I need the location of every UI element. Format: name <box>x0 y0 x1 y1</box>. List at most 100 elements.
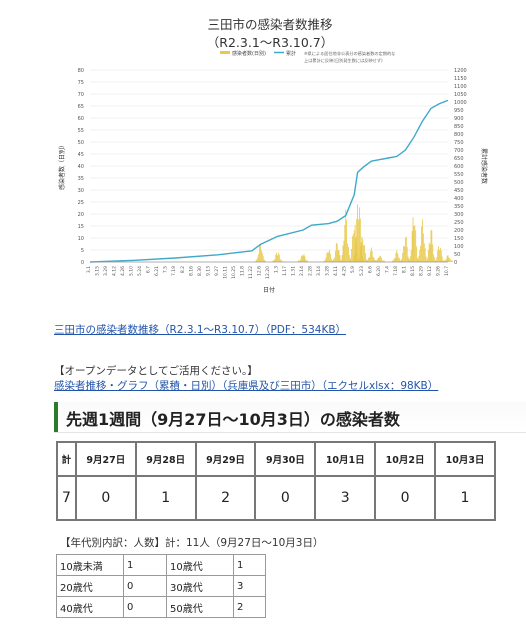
pdf-link[interactable]: 三田市の感染者数推移（R2.3.1～R3.10.7）（PDF：534KB） <box>54 324 347 336</box>
x-tick-label: 4.12 <box>112 266 118 276</box>
right-tick-label: 50 <box>454 252 460 258</box>
right-tick-label: 1200 <box>454 68 467 74</box>
section-title: 先週1週間（9月27日～10月3日）の感染者数 <box>66 410 400 429</box>
age-count: 1 <box>123 554 167 576</box>
x-tick-label: 5.24 <box>137 266 143 276</box>
x-tick-label: 3.29 <box>103 266 109 276</box>
right-tick-label: 500 <box>454 180 464 186</box>
age-label: 10歳未満 <box>56 554 124 576</box>
value-cell: 0 <box>374 475 437 521</box>
header-cell: 9月28日 <box>134 441 197 477</box>
right-tick-label: 550 <box>454 172 464 178</box>
right-tick-label: 100 <box>454 244 464 250</box>
left-tick-label: 5 <box>81 248 84 254</box>
table-row: 7 0 1 2 0 3 0 1 <box>56 475 496 521</box>
legend-label-cumulative: 累計 <box>286 50 296 57</box>
left-tick-label: 40 <box>78 164 84 170</box>
section-heading: 先週1週間（9月27日～10月3日）の感染者数 <box>54 402 526 432</box>
age-label: 40歳代 <box>56 596 124 618</box>
table-row: 10歳未満 1 10歳代 1 <box>56 554 266 576</box>
x-tick-label: 9.13 <box>205 266 211 276</box>
x-tick-label: 8.1 <box>401 266 407 273</box>
right-tick-label: 800 <box>454 132 464 138</box>
right-tick-label: 1150 <box>454 76 467 82</box>
x-tick-label: 1.31 <box>291 266 297 276</box>
x-tick-label: 8.29 <box>418 266 424 276</box>
x-tick-label: 8.30 <box>197 266 203 276</box>
right-tick-label: 0 <box>454 260 457 266</box>
left-tick-label: 20 <box>78 212 84 218</box>
x-tick-label: 6.20 <box>376 266 382 276</box>
right-tick-label: 350 <box>454 204 464 210</box>
x-tick-label: 5.10 <box>129 266 135 276</box>
x-tick-label: 4.25 <box>342 266 348 276</box>
value-cell: 1 <box>134 475 197 521</box>
age-count: 3 <box>233 575 266 597</box>
x-tick-label: 3.14 <box>316 266 322 276</box>
left-tick-label: 80 <box>78 68 84 74</box>
value-cell: 1 <box>434 475 496 521</box>
left-tick-label: 60 <box>78 116 84 122</box>
right-tick-label: 900 <box>454 116 464 122</box>
x-tick-label: 12.20 <box>265 266 271 279</box>
header-cell: 10月2日 <box>374 441 437 477</box>
header-cell: 10月1日 <box>314 441 377 477</box>
left-tick-label: 50 <box>78 140 84 146</box>
chart-subtitle: （R2.3.1～R3.10.7） <box>206 35 334 50</box>
x-tick-label: 10.7 <box>444 266 450 276</box>
header-cell: 9月29日 <box>194 441 257 477</box>
x-tick-label: 2.28 <box>308 266 314 276</box>
left-tick-label: 75 <box>78 80 84 86</box>
left-tick-label: 55 <box>78 128 84 134</box>
table-header-row: 計 9月27日 9月28日 9月29日 9月30日 10月1日 10月2日 10… <box>56 441 496 477</box>
header-cell: 9月27日 <box>74 441 137 477</box>
right-tick-label: 850 <box>454 124 464 130</box>
left-tick-label: 70 <box>78 92 84 98</box>
left-tick-label: 35 <box>78 176 84 182</box>
x-tick-label: 8.16 <box>188 266 194 276</box>
age-label: 30歳代 <box>166 575 234 597</box>
left-tick-label: 65 <box>78 104 84 110</box>
right-tick-label: 450 <box>454 188 464 194</box>
x-tick-label: 11.8 <box>239 266 245 276</box>
age-label: 10歳代 <box>166 554 234 576</box>
chart-note: ※県による居住地非公表分の感染者数の定期的な <box>304 50 395 57</box>
legend-label-daily: 感染者数(日別) <box>232 50 266 57</box>
x-tick-label: 4.26 <box>120 266 126 276</box>
x-tick-label: 6.21 <box>154 266 160 276</box>
right-tick-label: 1050 <box>454 92 467 98</box>
x-tick-label: 1.17 <box>282 266 288 276</box>
chart-card: 三田市の感染者数推移 （R2.3.1～R3.10.7） 0 5 10 15 20 25 30… <box>52 4 488 304</box>
x-tick-label: 7.5 <box>163 266 169 273</box>
x-tick-label: 9.26 <box>435 266 441 276</box>
x-tick-label: 9.27 <box>214 266 220 276</box>
age-count: 0 <box>123 596 167 618</box>
x-axis-title: 日付 <box>263 286 275 294</box>
x-tick-label: 3.15 <box>95 266 101 276</box>
value-cell: 3 <box>314 475 377 521</box>
x-tick-label: 8.2 <box>180 266 186 273</box>
chart-title: 三田市の感染者数推移 <box>207 17 333 32</box>
x-tick-label: 6.6 <box>367 266 373 273</box>
age-count: 1 <box>233 554 266 576</box>
header-cell: 10月3日 <box>434 441 496 477</box>
right-tick-label: 1000 <box>454 100 467 106</box>
x-tick-label: 7.18 <box>393 266 399 276</box>
x-tick-label: 2.14 <box>299 266 305 276</box>
excel-link[interactable]: 感染者推移・グラフ（累積・日別）（兵庫県及び三田市）（エクセルxlsx：98KB… <box>54 380 439 392</box>
value-cell: 7 <box>56 475 77 521</box>
right-tick-label: 950 <box>454 108 464 114</box>
right-tick-label: 650 <box>454 156 464 162</box>
right-tick-label: 600 <box>454 164 464 170</box>
x-tick-label: 8.15 <box>410 266 416 276</box>
age-breakdown-table: 10歳未満 1 10歳代 1 20歳代 0 30歳代 3 40歳代 0 50歳代… <box>56 554 266 618</box>
right-tick-label: 700 <box>454 148 464 154</box>
right-tick-label: 150 <box>454 236 464 242</box>
x-tick-label: 3.1 <box>86 266 92 273</box>
left-axis-title: 感染者数（日別） <box>58 142 66 190</box>
left-tick-label: 0 <box>81 260 84 266</box>
age-count: 0 <box>123 575 167 597</box>
table-row: 20歳代 0 30歳代 3 <box>56 575 266 597</box>
value-cell: 0 <box>74 475 137 521</box>
x-tick-label: 9.12 <box>427 266 433 276</box>
